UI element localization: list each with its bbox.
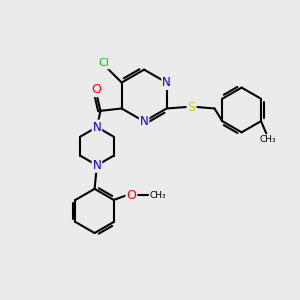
Text: N: N — [93, 121, 101, 134]
Text: O: O — [92, 83, 102, 96]
Text: S: S — [188, 100, 196, 113]
Text: CH₃: CH₃ — [150, 191, 166, 200]
Text: CH₃: CH₃ — [259, 135, 276, 144]
Text: O: O — [126, 189, 136, 202]
Text: N: N — [93, 159, 101, 172]
Text: Cl: Cl — [98, 58, 109, 68]
Text: N: N — [162, 76, 171, 89]
Text: N: N — [140, 115, 148, 128]
